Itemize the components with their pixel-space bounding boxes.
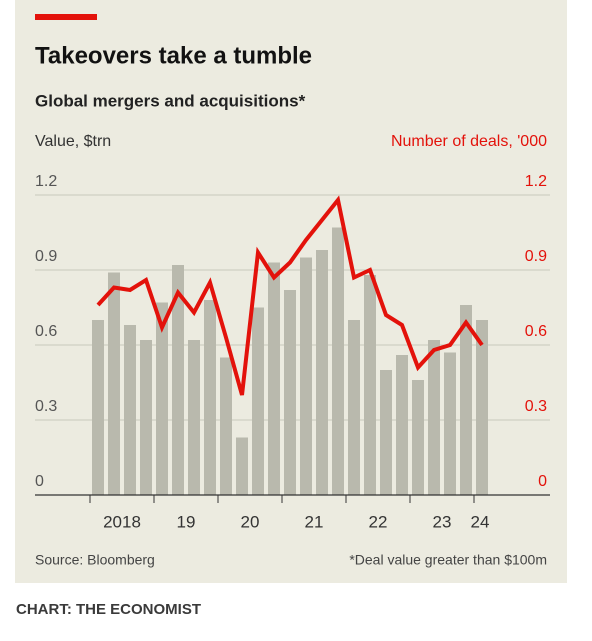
- footnote: *Deal value greater than $100m: [349, 552, 547, 568]
- bar: [316, 250, 328, 495]
- y-tick-label: 1.2: [35, 173, 57, 190]
- bar: [460, 305, 472, 495]
- chart-title: Takeovers take a tumble: [35, 42, 312, 69]
- bar: [124, 325, 136, 495]
- bar: [364, 275, 376, 495]
- chart-subtitle: Global mergers and acquisitions*: [35, 91, 306, 110]
- bar: [284, 290, 296, 495]
- y-tick-label: 0.6: [35, 323, 57, 340]
- y2-tick-label: 0.9: [525, 248, 547, 265]
- x-tick-label: 20: [241, 512, 260, 531]
- bar: [188, 340, 200, 495]
- y-axis-label: Value, $trn: [35, 133, 111, 150]
- bar: [140, 340, 152, 495]
- bar: [156, 302, 168, 495]
- x-tick-label: 2018: [103, 512, 141, 531]
- y2-tick-label: 1.2: [525, 173, 547, 190]
- bar: [92, 320, 104, 495]
- x-tick-label: 24: [471, 512, 490, 531]
- bar: [236, 437, 248, 495]
- source: Source: Bloomberg: [35, 552, 155, 568]
- bar: [268, 262, 280, 495]
- bar: [476, 320, 488, 495]
- x-tick-label: 19: [177, 512, 196, 531]
- y2-axis-label: Number of deals, '000: [391, 133, 547, 150]
- y2-tick-label: 0.6: [525, 323, 547, 340]
- bar: [348, 320, 360, 495]
- x-tick-label: 21: [305, 512, 324, 531]
- bar: [172, 265, 184, 495]
- bar: [412, 380, 424, 495]
- bar: [252, 307, 264, 495]
- bar: [380, 370, 392, 495]
- y-tick-label: 0: [35, 473, 44, 490]
- y-tick-label: 0.3: [35, 398, 57, 415]
- bar: [300, 257, 312, 495]
- y-tick-label: 0.9: [35, 248, 57, 265]
- bar: [428, 340, 440, 495]
- red-tag: [35, 14, 97, 20]
- credit: CHART: THE ECONOMIST: [16, 601, 201, 618]
- bar: [444, 352, 456, 495]
- x-tick-label: 23: [433, 512, 452, 531]
- bar: [204, 300, 216, 495]
- bar: [332, 227, 344, 495]
- line: [96, 195, 484, 396]
- x-tick-label: 22: [369, 512, 388, 531]
- y2-tick-label: 0: [538, 473, 547, 490]
- bar: [396, 355, 408, 495]
- y2-tick-label: 0.3: [525, 398, 547, 415]
- bar: [220, 357, 232, 495]
- bar: [108, 272, 120, 495]
